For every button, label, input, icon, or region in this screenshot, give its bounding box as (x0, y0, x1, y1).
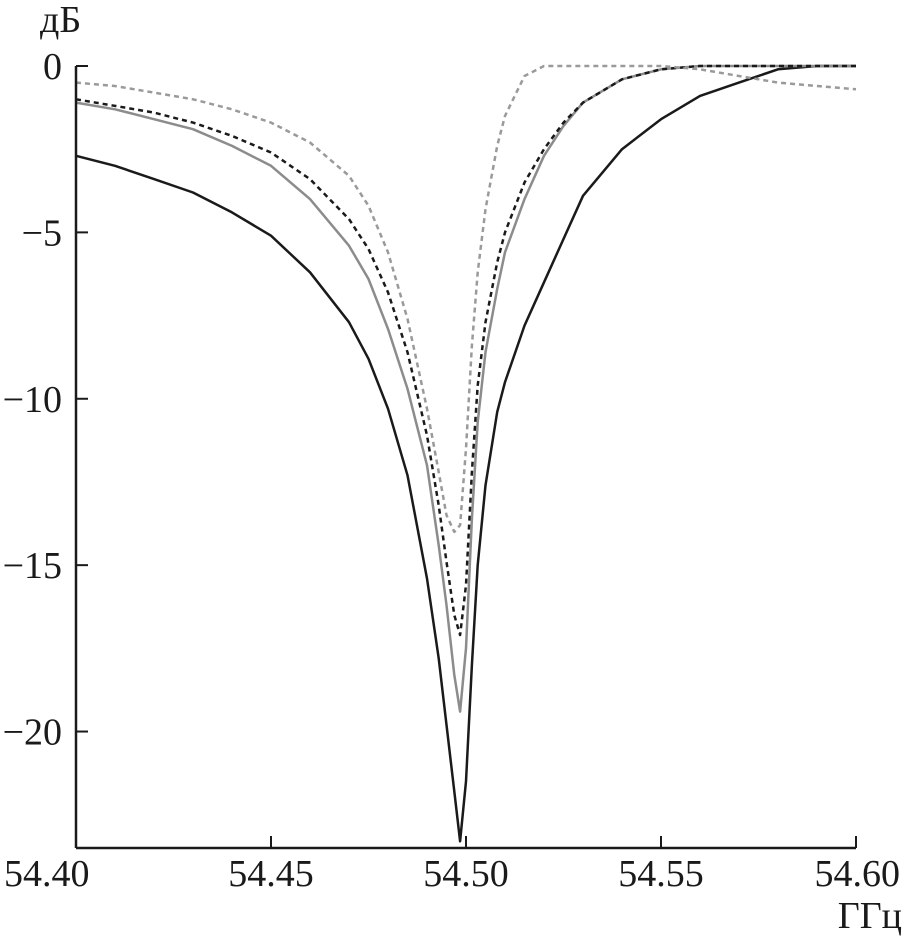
x-tick-label: 54.60 (815, 853, 901, 895)
y-tick-label: −10 (3, 379, 62, 421)
y-tick-label: −15 (3, 545, 62, 587)
series-line-dashed-black (75, 64, 856, 637)
y-axis-title: дБ (40, 0, 81, 41)
y-tick-label: −20 (3, 712, 62, 754)
series-line-solid-black (75, 64, 856, 843)
series-line-dashed-gray (75, 64, 857, 534)
x-axis-title: ГГц (838, 895, 902, 937)
tick-layer: 54.40 54.45 54.50 54.55 54.60 0 −5 −10 −15 −20 (3, 46, 900, 895)
y-tick-label: 0 (43, 46, 62, 88)
y-tick-label: −5 (22, 212, 62, 254)
series-line-solid-gray (75, 64, 856, 713)
x-tick-label: 54.55 (618, 853, 704, 895)
x-tick-label: 54.50 (423, 853, 509, 895)
x-tick-label: 54.45 (228, 853, 314, 895)
x-tick-label: 54.40 (4, 853, 90, 895)
series-layer (75, 64, 857, 843)
